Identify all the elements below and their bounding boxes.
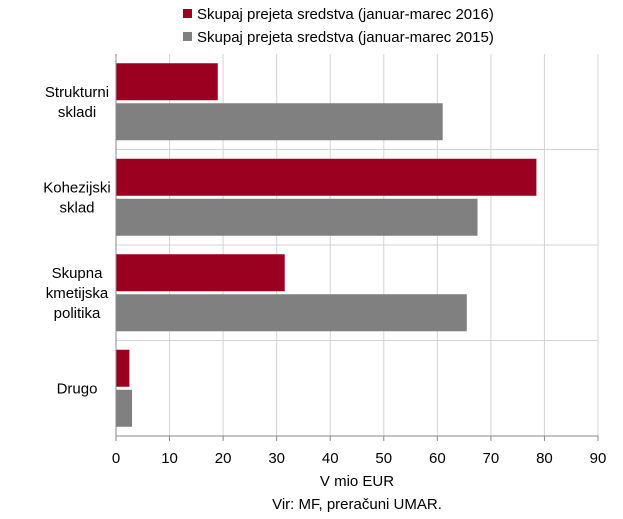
category-label: politika bbox=[54, 305, 101, 322]
source-note: Vir: MF, preračuni UMAR. bbox=[272, 496, 442, 513]
bar-2016 bbox=[116, 63, 218, 101]
x-tick-label: 0 bbox=[112, 450, 120, 467]
category-label: sklad bbox=[59, 199, 94, 216]
bar-2015 bbox=[116, 389, 133, 427]
x-tick-label: 50 bbox=[375, 450, 392, 467]
legend-label: Skupaj prejeta sredstva (januar-marec 20… bbox=[197, 6, 494, 23]
legend-swatch bbox=[183, 32, 192, 41]
category-label: Kohezijski bbox=[43, 179, 111, 196]
category-label: Skupna bbox=[52, 265, 104, 282]
x-tick-label: 40 bbox=[322, 450, 339, 467]
category-label: Drugo bbox=[57, 380, 98, 397]
bar-2015 bbox=[116, 198, 478, 236]
bar-2016 bbox=[116, 349, 130, 387]
x-tick-label: 60 bbox=[429, 450, 446, 467]
category-label: Strukturni bbox=[45, 84, 109, 101]
legend: Skupaj prejeta sredstva (januar-marec 20… bbox=[183, 6, 494, 46]
x-tick-label: 30 bbox=[268, 450, 285, 467]
axes bbox=[115, 54, 599, 441]
legend-swatch bbox=[183, 9, 192, 18]
bar-2016 bbox=[116, 254, 285, 292]
x-tick-labels: 0 10 20 30 40 50 60 70 80 90 bbox=[112, 450, 607, 467]
x-tick-label: 90 bbox=[590, 450, 607, 467]
x-tick-label: 20 bbox=[215, 450, 232, 467]
bars bbox=[116, 63, 537, 427]
legend-label: Skupaj prejeta sredstva (januar-marec 20… bbox=[197, 29, 494, 46]
x-tick-label: 70 bbox=[483, 450, 500, 467]
bar-2015 bbox=[116, 103, 443, 141]
category-label: skladi bbox=[58, 104, 96, 121]
x-tick-label: 10 bbox=[161, 450, 178, 467]
category-labels: Strukturni skladi Kohezijski sklad Skupna kme… bbox=[43, 84, 111, 398]
bar-2016 bbox=[116, 158, 537, 196]
category-label: kmetijska bbox=[46, 285, 109, 302]
x-axis-label: V mio EUR bbox=[320, 473, 394, 490]
x-tick-label: 80 bbox=[536, 450, 553, 467]
bar-2015 bbox=[116, 294, 467, 332]
